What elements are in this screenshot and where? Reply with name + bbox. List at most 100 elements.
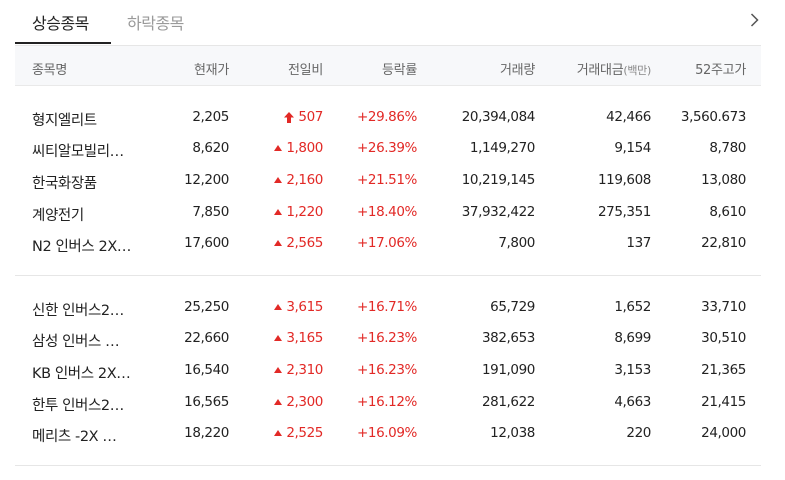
table-row[interactable]: 한국화장품 12,200 2,160 +21.51% 10,219,145 119,608… xyxy=(15,165,761,196)
change-value: 2,525 xyxy=(286,425,323,441)
table-row[interactable]: 계양전기 7,850 1,220 +18.40% 37,932,422 275,351 8,… xyxy=(15,197,761,228)
trade-volume: 12,038 xyxy=(490,425,535,441)
change-amount: 2,310 xyxy=(274,362,323,378)
current-price: 18,220 xyxy=(184,425,229,441)
current-price: 16,565 xyxy=(184,394,229,410)
up-triangle-icon xyxy=(274,209,283,215)
52-week-high: 8,610 xyxy=(709,204,746,220)
table-row[interactable]: 한투 인버스2… 16,565 2,300 +16.12% 281,622 4,663 21… xyxy=(15,387,761,418)
table-row[interactable]: 삼성 인버스 … 22,660 3,165 +16.23% 382,653 8,699 30… xyxy=(15,323,761,354)
52-week-high: 21,365 xyxy=(701,362,746,378)
52-week-high: 33,710 xyxy=(701,299,746,315)
change-value: 3,165 xyxy=(286,330,323,346)
more-button[interactable] xyxy=(746,10,762,30)
stock-name-link[interactable]: 씨티알모빌리… xyxy=(32,144,124,160)
column-header-amount-unit: (백만) xyxy=(623,64,651,77)
52-week-high: 13,080 xyxy=(701,172,746,188)
column-header-name: 종목명 xyxy=(32,63,67,78)
table-header: 종목명 현재가 전일비 등락률 거래량 거래대금(백만) 52주고가 xyxy=(15,46,761,86)
trade-volume: 37,932,422 xyxy=(461,204,536,220)
stock-name-link[interactable]: 계양전기 xyxy=(32,208,84,224)
change-value: 1,220 xyxy=(286,204,323,220)
trade-amount: 1,652 xyxy=(614,299,651,315)
up-triangle-icon xyxy=(274,430,283,436)
table-bottom-border xyxy=(15,465,761,466)
column-header-volume: 거래량 xyxy=(500,63,535,78)
change-amount: 1,220 xyxy=(274,204,323,220)
current-price: 2,205 xyxy=(192,109,229,125)
table-row[interactable]: KB 인버스 2X… 16,540 2,310 +16.23% 191,090 3,153… xyxy=(15,355,761,386)
active-tab-indicator xyxy=(15,42,111,44)
stock-name-link[interactable]: KB 인버스 2X… xyxy=(32,366,131,382)
up-triangle-icon xyxy=(274,335,283,341)
stock-name-link[interactable]: 한투 인버스2… xyxy=(32,398,124,414)
trade-amount: 8,699 xyxy=(614,330,651,346)
trade-volume: 382,653 xyxy=(481,330,535,346)
stock-name-link[interactable]: 삼성 인버스 … xyxy=(32,334,120,350)
change-rate: +16.71% xyxy=(357,299,417,315)
trade-volume: 10,219,145 xyxy=(461,172,536,188)
chevron-right-icon xyxy=(750,13,759,27)
current-price: 16,540 xyxy=(184,362,229,378)
column-header-52w-high: 52주고가 xyxy=(695,63,746,78)
52-week-high: 8,780 xyxy=(709,140,746,156)
table-row[interactable]: 신한 인버스2… 25,250 3,615 +16.71% 65,729 1,652 33,… xyxy=(15,292,761,323)
current-price: 12,200 xyxy=(184,172,229,188)
trade-volume: 281,622 xyxy=(481,394,535,410)
column-header-amount-label: 거래대금 xyxy=(576,63,624,78)
current-price: 7,850 xyxy=(192,204,229,220)
change-amount: 2,300 xyxy=(274,394,323,410)
current-price: 25,250 xyxy=(184,299,229,315)
change-amount: 2,525 xyxy=(274,425,323,441)
column-header-price: 현재가 xyxy=(194,63,229,78)
column-header-amount: 거래대금(백만) xyxy=(576,59,652,78)
change-rate: +16.12% xyxy=(357,394,417,410)
column-header-change: 전일비 xyxy=(288,63,323,78)
stock-name-link[interactable]: 신한 인버스2… xyxy=(32,303,124,319)
trade-amount: 137 xyxy=(626,235,651,251)
table-row[interactable]: 씨티알모빌리… 8,620 1,800 +26.39% 1,149,270 9,154 8,… xyxy=(15,133,761,164)
stock-name-link[interactable]: N2 인버스 2X… xyxy=(32,239,131,255)
stock-name-link[interactable]: 메리츠 -2X … xyxy=(32,429,117,445)
up-triangle-icon xyxy=(274,399,283,405)
up-triangle-icon xyxy=(274,145,283,151)
change-value: 2,565 xyxy=(286,235,323,251)
trade-amount: 9,154 xyxy=(614,140,651,156)
change-rate: +17.06% xyxy=(357,235,417,251)
tab-bar: 상승종목 하락종목 xyxy=(15,0,765,46)
change-rate: +21.51% xyxy=(357,172,417,188)
tab-rising-stocks[interactable]: 상승종목 xyxy=(32,14,89,33)
change-rate: +26.39% xyxy=(357,140,417,156)
upper-limit-arrow-icon xyxy=(284,111,295,123)
52-week-high: 21,415 xyxy=(701,394,746,410)
change-value: 1,800 xyxy=(286,140,323,156)
change-value: 2,310 xyxy=(286,362,323,378)
change-rate: +18.40% xyxy=(357,204,417,220)
change-rate: +16.23% xyxy=(357,362,417,378)
change-amount: 507 xyxy=(284,109,323,125)
change-amount: 2,160 xyxy=(274,172,323,188)
trade-volume: 1,149,270 xyxy=(469,140,536,156)
stock-name-link[interactable]: 형지엘리트 xyxy=(32,113,97,129)
table-row[interactable]: 형지엘리트 2,205 507 +29.86% 20,394,084 42,466 3,56… xyxy=(15,102,761,133)
column-header-rate: 등락률 xyxy=(382,63,417,78)
tab-falling-stocks[interactable]: 하락종목 xyxy=(127,14,184,33)
change-value: 3,615 xyxy=(286,299,323,315)
change-value: 507 xyxy=(298,109,323,125)
trade-volume: 65,729 xyxy=(490,299,535,315)
trade-volume: 191,090 xyxy=(481,362,535,378)
table-row[interactable]: 메리츠 -2X … 18,220 2,525 +16.09% 12,038 220 24,0… xyxy=(15,418,761,449)
change-value: 2,300 xyxy=(286,394,323,410)
trade-volume: 20,394,084 xyxy=(461,109,536,125)
change-rate: +16.23% xyxy=(357,330,417,346)
table-row[interactable]: N2 인버스 2X… 17,600 2,565 +17.06% 7,800 137 22,8… xyxy=(15,228,761,259)
group-divider xyxy=(15,275,761,276)
trade-amount: 42,466 xyxy=(606,109,651,125)
change-rate: +16.09% xyxy=(357,425,417,441)
tab-divider xyxy=(15,45,761,46)
change-amount: 3,165 xyxy=(274,330,323,346)
trade-amount: 4,663 xyxy=(614,394,651,410)
stock-name-link[interactable]: 한국화장품 xyxy=(32,176,97,192)
up-triangle-icon xyxy=(274,240,283,246)
up-triangle-icon xyxy=(274,304,283,310)
